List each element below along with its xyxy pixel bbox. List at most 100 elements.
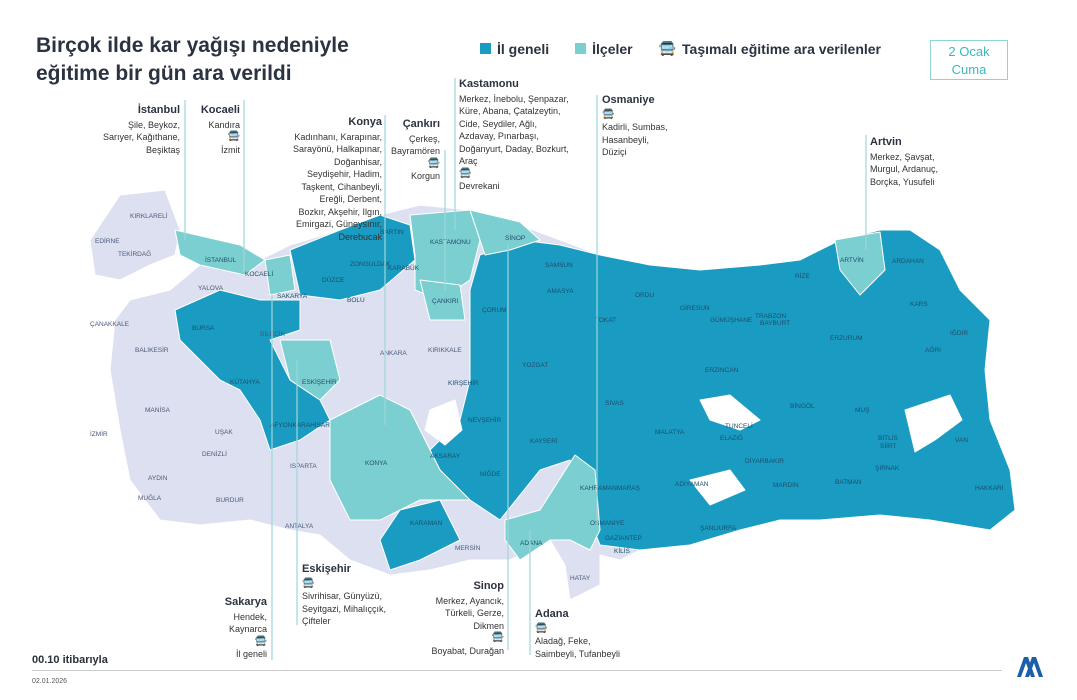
province-label: MUĞLA	[138, 493, 162, 502]
region-artvin	[834, 231, 886, 296]
date-box: 2 Ocak Cuma	[930, 40, 1008, 80]
title-line: Birçok ilde kar yağışı nedeniyle	[36, 34, 349, 57]
province-name: Çankırı	[402, 118, 440, 130]
province-label: MARDİN	[773, 480, 799, 489]
annotation-konya: Konya Kadınhanı, Karapınar, Sarayönü, Hal…	[292, 116, 382, 243]
province-label: TUNCELİ	[725, 421, 753, 430]
province-label: KÜTAHYA	[230, 378, 260, 386]
swatch-icon	[480, 43, 491, 54]
annotation-sakarya: Sakarya Hendek, Kaynarca 🚍 İl geneli	[215, 596, 267, 661]
bus-icon: 🚍	[602, 108, 615, 120]
province-label: ERZİNCAN	[705, 365, 739, 374]
annotation-kocaeli: Kocaeli Kandıra 🚍 İzmit	[195, 104, 240, 156]
legend: İl geneli İlçeler 🚍 Taşımalı eğitime ara …	[480, 40, 881, 57]
legend-il-geneli: İl geneli	[480, 41, 549, 57]
province-label: ELAZIĞ	[720, 433, 743, 442]
province-label: MANİSA	[145, 405, 171, 414]
annotation-kastamonu: Kastamonu Merkez, İnebolu, Şenpazar, Küre…	[459, 78, 574, 193]
province-label: ADIYAMAN	[675, 481, 709, 488]
province-label: ZONGULDAK	[350, 261, 391, 268]
bus-district-list: İzmit	[221, 144, 240, 155]
province-name: Kocaeli	[200, 104, 240, 116]
province-label: KARAMAN	[410, 520, 442, 527]
bus-district-list: Kadirli, Sumbas, Hasanbeyli, Düziçi	[602, 122, 668, 157]
province-label: ÇANKIRI	[432, 298, 459, 305]
swatch-icon	[575, 43, 587, 54]
lake-ataturk	[689, 469, 746, 506]
province-label: ŞIRNAK	[875, 465, 900, 472]
bus-icon: 🚍	[535, 622, 548, 634]
province-labels: KIRKLARELİ EDİRNE TEKİRDAĞ İSTANBUL KOCAELİ Y…	[90, 211, 1004, 582]
province-label: KİLİS	[614, 546, 631, 555]
bus-district-list: Boyabat, Durağan	[431, 645, 504, 656]
annotation-istanbul: İstanbul Şile, Beykoz, Sarıyer, Kağıthane…	[100, 104, 180, 156]
bus-district-list: Korgun	[410, 171, 440, 181]
lake-keban	[699, 394, 761, 431]
province-label: ESKİŞEHİR	[302, 377, 337, 386]
bus-icon: 🚍	[427, 157, 440, 169]
province-label: ANTALYA	[285, 523, 314, 530]
province-label: KASTAMONU	[430, 239, 471, 246]
bus-district-list: Devrekani	[459, 181, 500, 191]
province-label: ANKARA	[380, 350, 407, 357]
province-label: KAHRAMANMARAŞ	[580, 485, 641, 492]
aa-logo	[1017, 657, 1043, 677]
province-label: TRABZON	[755, 313, 786, 320]
bus-district-list: İl geneli	[235, 649, 267, 659]
district-list: Hendek, Kaynarca	[228, 611, 267, 635]
region-karaman	[379, 499, 461, 571]
region-il-geneli-west	[174, 289, 331, 451]
title-line: eğitime bir gün ara verildi	[36, 62, 292, 85]
bus-district-list: Sivrihisar, Günyüzü, Seyitgazi, Mihalıçç…	[302, 591, 387, 626]
province-label: BARTIN	[380, 229, 404, 236]
province-label: SAKARYA	[277, 293, 308, 300]
province-label: EDİRNE	[95, 236, 120, 245]
province-label: BİTLİS	[878, 433, 899, 442]
province-label: KOCAELİ	[245, 269, 273, 278]
district-list: Merkez, Ayancık, Türkeli, Gerze, Dikmen	[435, 595, 504, 631]
province-label: IĞDIR	[950, 328, 968, 337]
province-label: SİVAS	[605, 398, 624, 407]
province-label: TOKAT	[595, 317, 616, 324]
annotation-eskisehir: Eskişehir 🚍 Sivrihisar, Günyüzü, Seyitgazi…	[302, 563, 392, 628]
province-label: YOZGAT	[522, 362, 548, 369]
province-name: Konya	[348, 116, 382, 128]
province-label: BALIKESİR	[135, 345, 169, 354]
province-label: VAN	[955, 437, 968, 444]
date-day: 2 Ocak	[948, 44, 990, 59]
annotation-sinop: Sinop Merkez, Ayancık, Türkeli, Gerze, Di…	[430, 580, 504, 657]
province-label: BAYBURT	[760, 320, 790, 327]
province-label: BİLECİK	[260, 329, 286, 338]
province-label: İZMİR	[90, 429, 108, 438]
province-label: KIRKLARELİ	[130, 211, 168, 220]
date-weekday: Cuma	[951, 62, 987, 77]
region-eskisehir	[279, 339, 341, 401]
province-label: SİİRT	[880, 441, 897, 450]
province-name: Sinop	[473, 580, 504, 592]
province-label: TEKİRDAĞ	[118, 249, 151, 258]
bus-icon: 🚍	[491, 632, 504, 643]
province-label: BURDUR	[216, 497, 244, 504]
province-label: AKSARAY	[430, 453, 461, 460]
leader-lines	[184, 78, 867, 660]
province-label: RİZE	[795, 271, 810, 280]
province-label: KAYSERİ	[530, 436, 558, 445]
province-label: ORDU	[635, 292, 654, 299]
province-label: GİRESUN	[680, 303, 710, 312]
province-label: SİNOP	[505, 233, 525, 242]
district-list: Şile, Beykoz, Sarıyer, Kağıthane, Beşikt…	[102, 119, 180, 155]
province-label: KARS	[910, 301, 928, 308]
province-label: ADANA	[520, 540, 543, 547]
province-label: HATAY	[570, 575, 591, 582]
province-label: ISPARTA	[290, 463, 317, 470]
legend-label: Taşımalı eğitime ara verilenler	[682, 40, 881, 57]
annotation-osmaniye: Osmaniye 🚍 Kadirli, Sumbas, Hasanbeyli, Dü…	[602, 94, 672, 159]
region-konya	[329, 394, 471, 521]
province-label: ÇORUM	[482, 307, 507, 314]
province-label: ARDAHAN	[892, 258, 924, 265]
legend-tasimali: 🚍 Taşımalı eğitime ara verilenler	[659, 40, 881, 57]
province-label: YALOVA	[198, 285, 224, 292]
bus-icon: 🚍	[227, 131, 240, 142]
